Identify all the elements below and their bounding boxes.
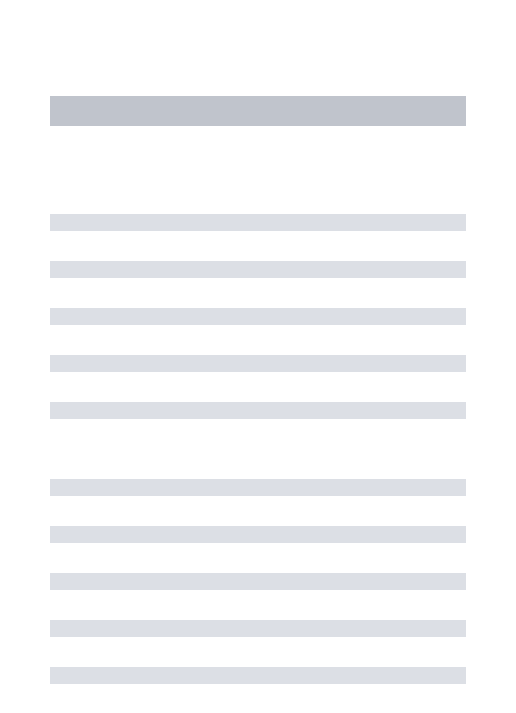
skeleton-text-line (50, 526, 466, 543)
skeleton-text-line (50, 620, 466, 637)
skeleton-text-line (50, 214, 466, 231)
skeleton-text-line (50, 667, 466, 684)
skeleton-group-gap (50, 449, 466, 479)
skeleton-text-line (50, 573, 466, 590)
skeleton-text-line (50, 308, 466, 325)
skeleton-title-bar (50, 96, 466, 126)
skeleton-text-line (50, 355, 466, 372)
skeleton-text-line (50, 479, 466, 496)
skeleton-document (0, 0, 516, 684)
skeleton-text-line (50, 261, 466, 278)
skeleton-text-line (50, 402, 466, 419)
